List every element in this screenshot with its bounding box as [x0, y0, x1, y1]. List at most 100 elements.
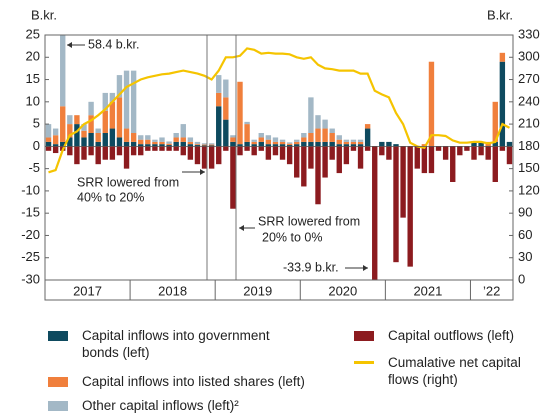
y-tick-label: 10: [26, 93, 40, 108]
legend-swatch: [354, 361, 374, 364]
bar-segment: [95, 146, 101, 165]
bar-segment: [152, 139, 158, 142]
bar-segment: [294, 146, 300, 178]
bar-segment: [116, 75, 123, 98]
bar-segment: [88, 115, 94, 133]
line-series: [48, 47, 511, 174]
bar-segment: [130, 133, 137, 142]
x-group-label: ’22: [483, 283, 500, 298]
legend-item: Capital inflows into listed shares (left…: [44, 373, 344, 390]
bar-segment: [223, 97, 229, 120]
bar-segment: [350, 144, 357, 147]
bar-segment: [208, 144, 215, 146]
bar-segment: [301, 137, 307, 142]
bar-segment: [315, 141, 321, 147]
bar-segment: [216, 106, 222, 147]
annotation: 20% to 0%: [262, 230, 322, 244]
bar-segment: [74, 146, 80, 165]
x-group-label: 2020: [328, 283, 357, 298]
y-tick-label: 15: [26, 71, 40, 86]
bar-segment: [343, 141, 350, 145]
bar-segment: [421, 144, 428, 147]
bar-segment: [67, 137, 73, 147]
bar-segment: [45, 141, 52, 147]
bar-segment: [81, 146, 87, 160]
bar-segment: [116, 146, 123, 156]
bar-segment: [237, 81, 243, 145]
bar-segment: [343, 139, 350, 142]
bar-segment: [159, 141, 165, 145]
bar-segment: [265, 146, 272, 160]
bar-segment: [180, 146, 186, 156]
bar-segment: [109, 128, 116, 147]
bar-segment: [471, 146, 477, 160]
bar-segment: [145, 144, 151, 147]
bar-segment: [159, 137, 165, 142]
bar-segment: [258, 141, 264, 147]
annotation: -33.9 b.kr.: [283, 260, 339, 274]
bar-segment: [343, 146, 350, 165]
bar-segment: [109, 92, 116, 102]
legend-item: Capital outflows (left): [350, 327, 550, 344]
y2-tick-label: 60: [518, 227, 532, 242]
legend-label: Capital outflows (left): [388, 328, 515, 343]
x-group-label: 2017: [73, 283, 102, 298]
y-axis-label: B.kr.: [31, 7, 57, 22]
bar-segment: [187, 146, 194, 160]
x-group-label: 2021: [413, 283, 442, 298]
bar-segment: [251, 141, 257, 145]
bar-segment: [223, 119, 229, 147]
bar-segment: [336, 139, 342, 145]
bar-segment: [428, 146, 435, 174]
bar-segment: [386, 146, 392, 160]
bar-segment: [492, 101, 498, 142]
bar-segment: [272, 144, 279, 147]
bar-segment: [109, 101, 116, 129]
bar-segment: [251, 139, 257, 142]
bar-segment: [95, 128, 101, 133]
bar-segment: [194, 141, 201, 145]
bar-segment: [393, 144, 399, 147]
bar-segment: [350, 146, 357, 151]
bar-segment: [343, 144, 350, 147]
bar-segment: [109, 146, 116, 160]
arrow-head: [239, 225, 244, 231]
legend-swatch: [48, 331, 68, 341]
bar-segment: [130, 141, 137, 147]
y2-tick-label: 90: [518, 205, 532, 220]
y-tick-label: 20: [26, 49, 40, 64]
bar-segment: [194, 144, 201, 146]
bar-segment: [102, 110, 108, 133]
bar-segment: [450, 146, 456, 182]
bar-segment: [95, 141, 101, 147]
bar-segment: [301, 133, 307, 138]
bar-segment: [244, 141, 250, 147]
bar-segment: [407, 146, 413, 267]
bar-segment: [52, 135, 59, 145]
y2-axis-label: B.kr.: [487, 7, 513, 22]
bar-segment: [485, 146, 491, 160]
bar-segment: [187, 137, 194, 142]
y2-tick-label: 210: [518, 116, 540, 131]
bar-segment: [272, 137, 279, 142]
y-tick-label: -10: [21, 182, 40, 197]
bar-segment: [329, 133, 335, 142]
legend-swatch: [48, 401, 68, 411]
bar-segment: [201, 143, 208, 145]
y-tick-label: 0: [33, 138, 40, 153]
bar-segment: [471, 141, 477, 147]
bar-segment: [265, 139, 272, 145]
arrow-head: [363, 265, 368, 271]
bar-segment: [294, 139, 300, 142]
bar-segment: [364, 128, 371, 147]
bar-segment: [180, 141, 186, 147]
bar-segment: [492, 141, 498, 147]
bar-segment: [74, 124, 80, 147]
bar-segment: [315, 146, 321, 205]
bar-segment: [123, 70, 130, 129]
bar-segment: [364, 124, 371, 129]
bar-segment: [435, 146, 442, 151]
bar-segment: [322, 128, 328, 142]
bar-segment: [251, 146, 257, 156]
